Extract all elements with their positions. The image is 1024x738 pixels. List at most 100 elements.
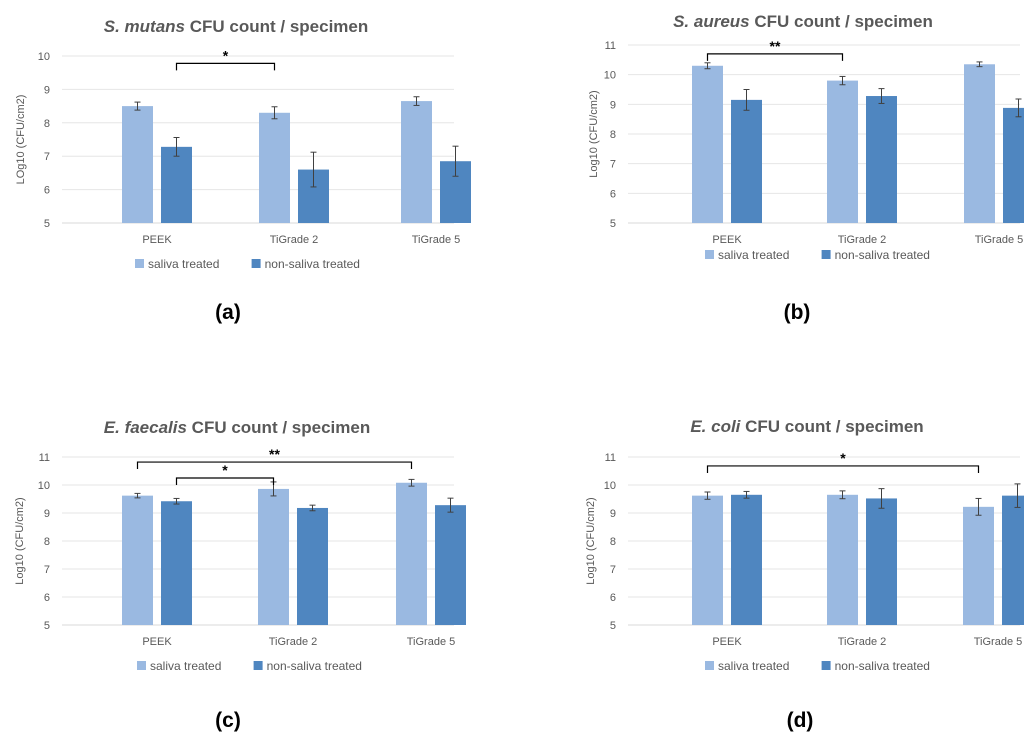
significance-label: * — [223, 47, 229, 63]
bar-saliva-1 — [258, 488, 289, 625]
chart-title-species: S. mutans — [104, 17, 185, 36]
legend-label: non-saliva treated — [835, 248, 930, 262]
y-tick-label: 5 — [610, 218, 616, 230]
significance-bracket — [706, 465, 980, 473]
x-tick-label: PEEK — [712, 234, 742, 246]
bar-saliva-1 — [827, 80, 858, 223]
legend-swatch — [137, 661, 146, 670]
bar-non-saliva-1 — [866, 498, 897, 625]
significance-bracket — [706, 53, 844, 61]
bar-non-saliva-0 — [161, 146, 192, 223]
y-tick-label: 9 — [610, 99, 616, 111]
legend-swatch — [705, 250, 714, 259]
significance-label: * — [840, 450, 846, 466]
y-tick-label: 7 — [610, 564, 616, 576]
x-tick-label: PEEK — [142, 636, 172, 648]
chart-title: E. faecalis CFU count / specimen — [104, 418, 370, 437]
bar-non-saliva-1 — [866, 96, 897, 223]
bar-saliva-2 — [963, 506, 994, 625]
legend-swatch — [821, 661, 831, 670]
chart-title-species: E. faecalis — [104, 418, 187, 437]
y-tick-label: 11 — [605, 40, 616, 52]
x-tick-label: TiGrade 5 — [412, 234, 461, 246]
y-tick-label: 5 — [44, 620, 50, 632]
y-tick-label: 7 — [44, 151, 50, 163]
x-tick-label: TiGrade 2 — [838, 636, 887, 648]
y-tick-label: 8 — [44, 118, 50, 130]
legend-label: saliva treated — [718, 659, 789, 673]
panel-caption: (a) — [215, 301, 241, 324]
x-tick-label: TiGrade 5 — [974, 636, 1023, 648]
bar-non-saliva-2 — [435, 505, 466, 625]
legend-label: non-saliva treated — [267, 659, 362, 673]
legend-label: non-saliva treated — [265, 257, 360, 271]
y-tick-label: 9 — [610, 508, 616, 520]
y-tick-label: 6 — [610, 188, 616, 200]
legend-label: non-saliva treated — [835, 659, 930, 673]
chart-panel-d: E. coli CFU count / specimen 5 6 7 8 9 10 11 Log… — [585, 417, 1024, 732]
chart-panel-c: E. faecalis CFU count / specimen 5 6 7 8 9 10 1… — [14, 418, 466, 732]
bar-non-saliva-0 — [161, 501, 192, 625]
panel-caption: (c) — [215, 709, 241, 732]
y-tick-label: 11 — [605, 452, 616, 464]
y-axis-label: LOg10 (CFU/cm2) — [15, 95, 27, 185]
significance-bracket — [175, 477, 275, 485]
chart-title-text: CFU count / specimen — [750, 12, 933, 31]
y-axis-label: Log10 (CFU/cm2) — [588, 90, 600, 177]
y-tick-label: 5 — [44, 218, 50, 230]
y-tick-label: 10 — [604, 70, 616, 82]
bar-non-saliva-2 — [1002, 495, 1024, 625]
significance-label: * — [222, 462, 228, 478]
bar-saliva-0 — [692, 65, 723, 224]
bar-saliva-2 — [401, 101, 432, 223]
bar-saliva-2 — [964, 64, 995, 224]
panel-caption: (b) — [784, 301, 811, 324]
bar-saliva-1 — [827, 494, 858, 625]
y-tick-label: 11 — [39, 452, 50, 464]
bar-non-saliva-0 — [731, 99, 762, 223]
chart-title-text: CFU count / specimen — [187, 418, 370, 437]
chart-panel-a: S. mutans CFU count / specimen 5 6 7 8 9 10 LOg… — [15, 17, 471, 324]
legend-swatch — [253, 661, 263, 670]
bar-non-saliva-0 — [731, 494, 762, 625]
x-tick-label: TiGrade 5 — [407, 636, 456, 648]
y-tick-label: 6 — [44, 185, 50, 197]
bar-saliva-0 — [692, 495, 723, 625]
x-tick-label: TiGrade 2 — [838, 234, 887, 246]
legend-swatch — [821, 250, 831, 259]
bar-saliva-0 — [122, 495, 153, 625]
bar-non-saliva-2 — [1003, 107, 1024, 223]
y-tick-label: 8 — [44, 536, 50, 548]
bar-saliva-1 — [259, 112, 290, 223]
chart-title: S. aureus CFU count / specimen — [673, 12, 933, 31]
y-tick-label: 8 — [610, 536, 616, 548]
bar-saliva-2 — [396, 482, 427, 625]
legend-swatch — [135, 259, 144, 268]
y-tick-label: 10 — [38, 51, 50, 63]
y-tick-label: 10 — [38, 480, 50, 492]
legend-label: saliva treated — [718, 248, 789, 262]
significance-bracket — [175, 62, 276, 71]
y-tick-label: 6 — [610, 592, 616, 604]
significance-label: ** — [269, 446, 280, 462]
chart-title-species: E. coli — [690, 417, 741, 436]
chart-title-species: S. aureus — [673, 12, 750, 31]
bar-non-saliva-1 — [297, 507, 328, 625]
chart-title: E. coli CFU count / specimen — [690, 417, 923, 436]
chart-title-text: CFU count / specimen — [185, 17, 368, 36]
legend-swatch — [705, 661, 714, 670]
chart-title-text: CFU count / specimen — [740, 417, 923, 436]
x-tick-label: TiGrade 5 — [975, 234, 1024, 246]
y-tick-label: 7 — [44, 564, 50, 576]
y-tick-label: 5 — [610, 620, 616, 632]
legend-label: saliva treated — [150, 659, 221, 673]
y-axis-label: Log10 (CFU/cm2) — [585, 497, 597, 584]
y-tick-label: 7 — [610, 159, 616, 171]
y-tick-label: 10 — [604, 480, 616, 492]
bar-saliva-0 — [122, 106, 153, 223]
x-tick-label: PEEK — [712, 636, 742, 648]
y-tick-label: 9 — [44, 508, 50, 520]
chart-title: S. mutans CFU count / specimen — [104, 17, 369, 36]
x-tick-label: TiGrade 2 — [270, 234, 319, 246]
